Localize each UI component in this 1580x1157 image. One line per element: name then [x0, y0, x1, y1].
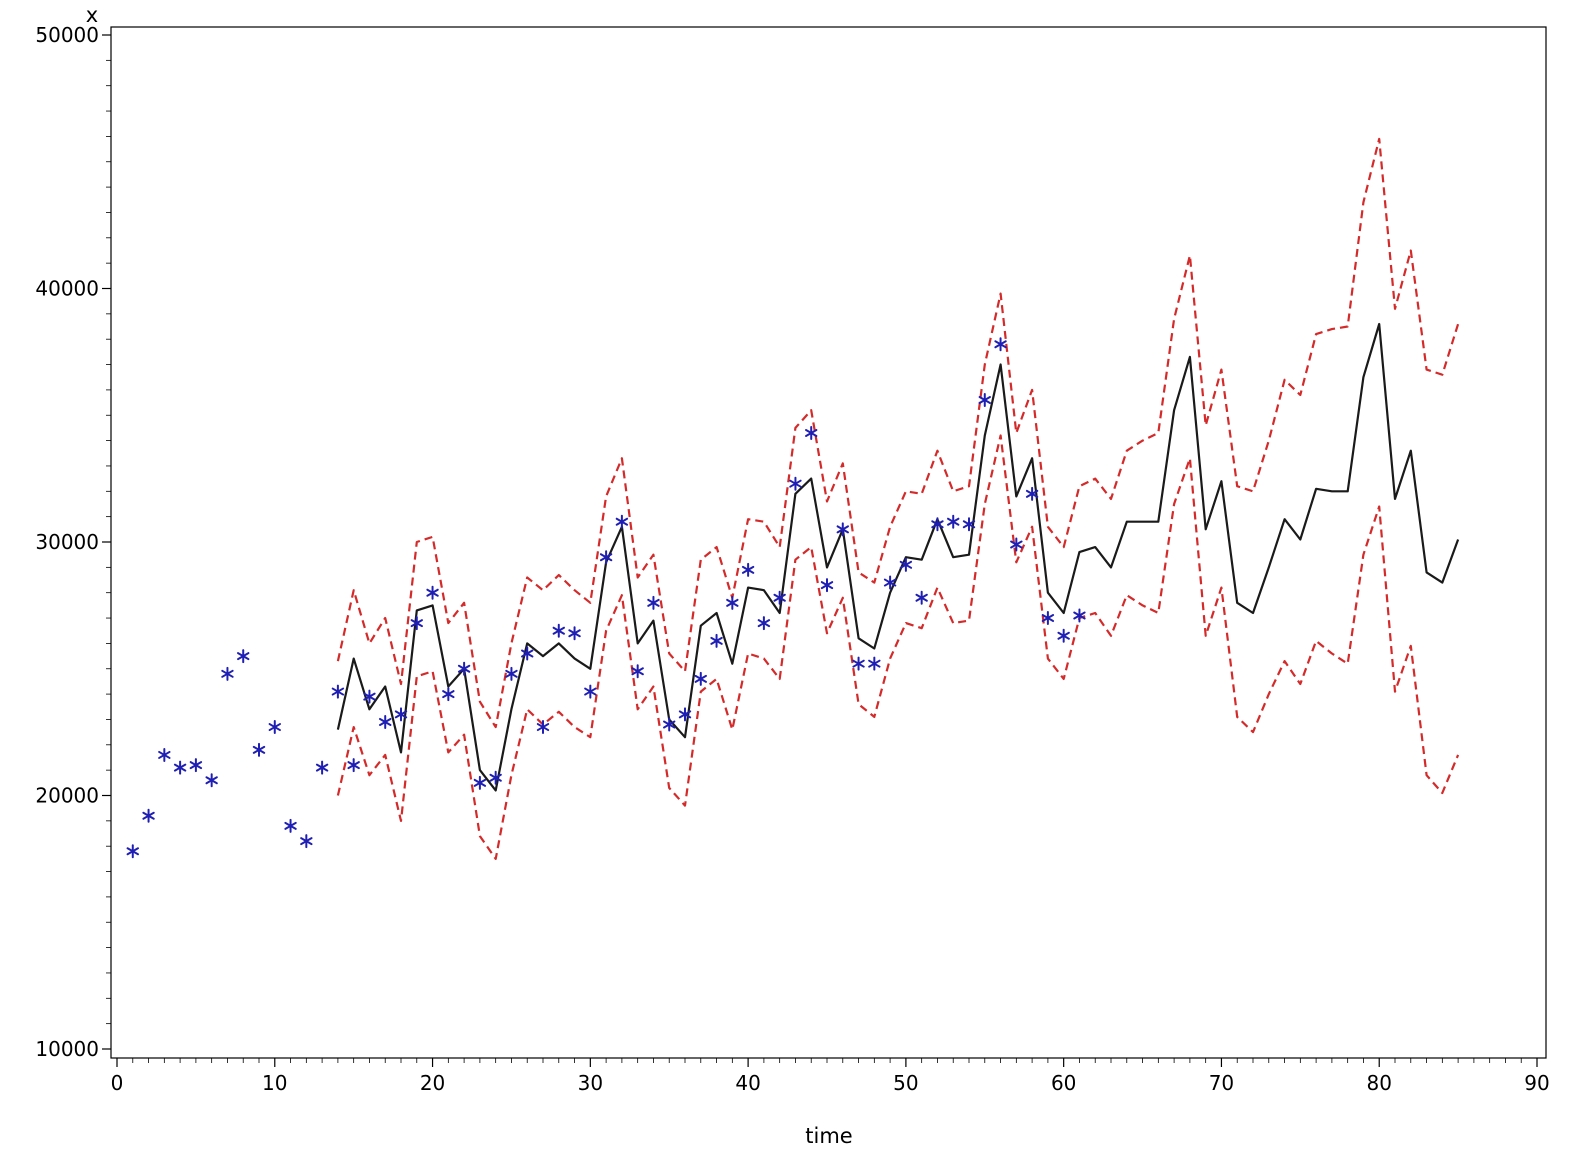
observed-point [426, 585, 439, 600]
observed-point [442, 687, 455, 702]
observed-point [836, 522, 849, 537]
observed-point [978, 393, 991, 408]
observed-point [962, 517, 976, 532]
x-tick-label: 10 [262, 1071, 287, 1095]
observed-point [536, 720, 550, 735]
x-tick-label: 0 [111, 1071, 124, 1095]
observed-point [852, 656, 865, 671]
observed-point [1010, 537, 1023, 552]
observed-point [568, 626, 581, 641]
observed-point [599, 550, 613, 565]
observed-point [505, 666, 518, 681]
observed-point [284, 818, 297, 833]
observed-point [631, 664, 644, 679]
x-tick-label: 30 [578, 1071, 603, 1095]
observed-point [189, 758, 203, 773]
y-axis-title: x [86, 3, 98, 27]
observed-point [142, 808, 155, 823]
observed-point [899, 557, 913, 572]
plot-frame [110, 26, 1547, 1059]
x-tick-label: 90 [1524, 1071, 1549, 1095]
observed-point [410, 616, 423, 631]
observed-points [126, 337, 1086, 859]
observed-point [947, 514, 960, 529]
observed-point [315, 760, 329, 775]
observed-point [237, 649, 250, 664]
observed-point [363, 689, 376, 704]
y-tick-label: 10000 [35, 1037, 99, 1061]
observed-point [615, 514, 629, 529]
minor-ticks [106, 59, 1522, 1063]
x-tick-label: 50 [893, 1071, 918, 1095]
observed-point [868, 656, 881, 671]
observed-point [552, 623, 565, 638]
observed-point [126, 844, 139, 859]
x-axis: 0 10 20 30 40 50 60 70 80 90 [111, 1058, 1550, 1095]
observed-point [252, 742, 266, 757]
y-axis: 10000 20000 30000 40000 50000 [35, 23, 111, 1061]
observed-point [757, 616, 771, 631]
observed-point [789, 476, 802, 491]
observed-point [820, 578, 834, 593]
observed-point [883, 575, 897, 590]
observed-point [347, 758, 360, 773]
observed-point [473, 775, 487, 790]
observed-point [158, 747, 171, 762]
observed-point [584, 684, 597, 699]
observed-point [1057, 628, 1070, 643]
x-tick-label: 80 [1366, 1071, 1391, 1095]
observed-point [300, 834, 313, 849]
observed-point [221, 666, 234, 681]
observed-point [741, 562, 755, 577]
observed-point [268, 720, 281, 735]
observed-point [805, 425, 818, 440]
x-axis-title: time [805, 1124, 852, 1148]
observed-point [931, 517, 944, 532]
forecast-line [336, 322, 1460, 792]
observed-point [773, 590, 786, 605]
y-tick-label: 40000 [35, 277, 99, 301]
x-tick-label: 40 [735, 1071, 760, 1095]
y-tick-label: 30000 [35, 530, 99, 554]
y-tick-label: 50000 [35, 23, 99, 47]
observed-point [1073, 608, 1086, 623]
observed-point [379, 714, 392, 729]
observed-point [726, 595, 739, 610]
lower-bound-line [336, 434, 1460, 861]
observed-point [994, 337, 1007, 352]
observed-point [1041, 611, 1055, 626]
y-tick-label: 20000 [35, 784, 99, 808]
observed-point [694, 671, 707, 686]
x-tick-label: 20 [420, 1071, 445, 1095]
observed-point [710, 633, 723, 648]
observed-point [663, 717, 676, 732]
observed-point [173, 760, 187, 775]
forecast-line-group [336, 322, 1460, 792]
observed-point [678, 707, 692, 722]
x-tick-label: 70 [1209, 1071, 1234, 1095]
observed-point [394, 707, 408, 722]
confidence-bound-lines [336, 137, 1460, 861]
observed-point [489, 770, 502, 785]
upper-bound-line [336, 137, 1460, 729]
observed-point [331, 684, 345, 699]
observed-point [647, 595, 660, 610]
observed-point [521, 646, 534, 661]
x-tick-label: 60 [1051, 1071, 1076, 1095]
observed-point [205, 773, 218, 788]
observed-point [457, 661, 471, 676]
observed-point [915, 590, 928, 605]
observed-point [1025, 486, 1039, 501]
